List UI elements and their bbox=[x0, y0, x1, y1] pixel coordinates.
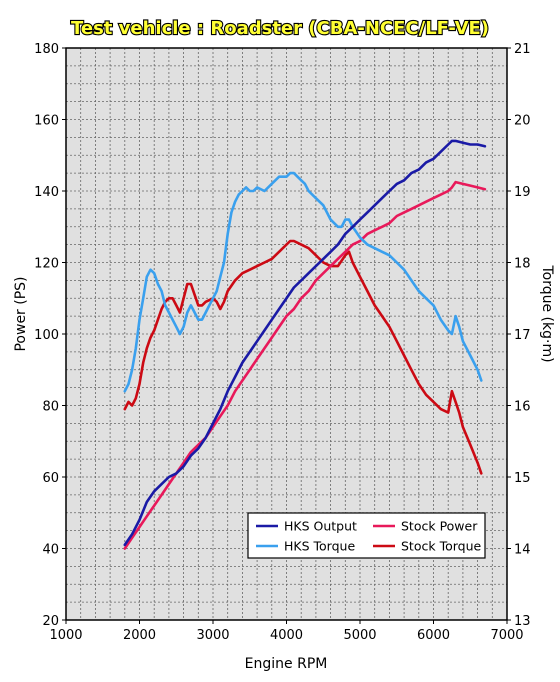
y2-tick-label: 14 bbox=[514, 543, 531, 558]
y2-tick-label: 19 bbox=[514, 185, 531, 200]
y2-axis-label: Torque (kg·m) bbox=[539, 264, 555, 362]
y-tick-label: 40 bbox=[42, 543, 59, 558]
y-axis-label: Power (PS) bbox=[13, 276, 29, 351]
plot-border bbox=[65, 47, 508, 621]
axis-ticks: 1000 2000 3000 4000 5000 6000 7000 20 40 60 80 100 1… bbox=[34, 42, 530, 643]
series-line-hks-torque bbox=[123, 171, 483, 393]
y-tick-label: 80 bbox=[42, 400, 59, 415]
legend: HKS Output Stock Power HKS Torque Stock Tor… bbox=[247, 512, 486, 559]
x-tick-label: 2000 bbox=[123, 628, 156, 643]
y-tick-label: 100 bbox=[34, 328, 59, 343]
x-tick-label: 1000 bbox=[49, 628, 82, 643]
x-tick-label: 3000 bbox=[196, 628, 229, 643]
series-line-stock-power bbox=[123, 180, 487, 550]
y-tick-label: 180 bbox=[34, 42, 59, 57]
y-tick-label: 160 bbox=[34, 114, 59, 129]
y-tick-label: 20 bbox=[42, 614, 59, 629]
y2-tick-label: 13 bbox=[514, 614, 531, 629]
x-tick-label: 6000 bbox=[417, 628, 450, 643]
legend-label: Stock Power bbox=[401, 519, 478, 534]
y2-tick-label: 15 bbox=[514, 471, 531, 486]
y2-tick-label: 21 bbox=[514, 42, 531, 57]
y-tick-label: 140 bbox=[34, 185, 59, 200]
chart-title: Test vehicle : Roadster (CBA-NCEC/LF-VE) bbox=[71, 18, 489, 39]
x-axis-label: Engine RPM bbox=[245, 656, 328, 672]
x-tick-label: 5000 bbox=[343, 628, 376, 643]
legend-label: HKS Torque bbox=[284, 539, 355, 554]
y2-tick-label: 20 bbox=[514, 114, 531, 129]
legend-box bbox=[247, 512, 486, 559]
y2-tick-label: 17 bbox=[514, 328, 531, 343]
legend-label: Stock Torque bbox=[401, 539, 482, 554]
y-tick-label: 60 bbox=[42, 471, 59, 486]
series-lines bbox=[123, 139, 487, 550]
x-tick-label: 4000 bbox=[270, 628, 303, 643]
y-tick-label: 120 bbox=[34, 257, 59, 272]
legend-label: HKS Output bbox=[284, 519, 357, 534]
x-tick-label: 7000 bbox=[490, 628, 523, 643]
series-line-hks-output bbox=[123, 139, 487, 547]
y2-tick-label: 18 bbox=[514, 257, 531, 272]
y2-tick-label: 16 bbox=[514, 400, 531, 415]
